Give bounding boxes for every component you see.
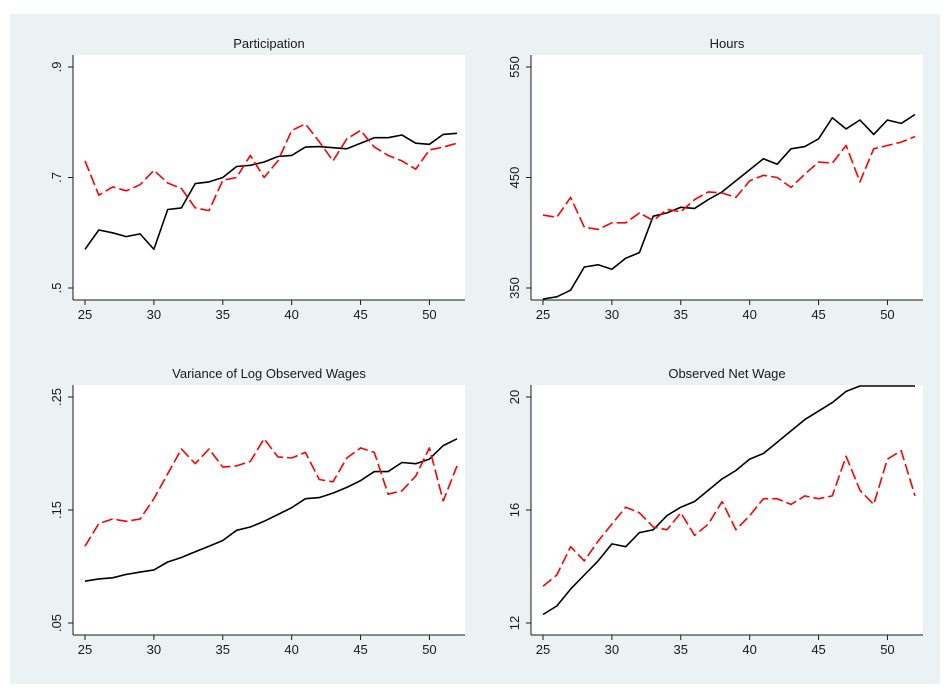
x-tick-label: 45 (811, 642, 825, 657)
y-tick-label: .15 (49, 501, 64, 519)
chart-title: Participation (233, 36, 305, 51)
x-tick-label: 45 (353, 642, 367, 657)
x-tick-label: 35 (216, 642, 230, 657)
x-tick-label: 45 (811, 307, 825, 322)
x-tick-label: 30 (605, 307, 619, 322)
x-tick-label: 40 (742, 307, 756, 322)
x-tick-label: 40 (284, 307, 298, 322)
chart-panel-2: 25 30 35 40 45 50 350 450 550 Hours (507, 36, 923, 322)
x-tick-label: 25 (536, 642, 550, 657)
x-tick-label: 50 (422, 307, 436, 322)
plot-area (531, 55, 923, 300)
x-tick-label: 35 (674, 307, 688, 322)
series-line-dashed (84, 123, 458, 212)
x-tick-label: 30 (605, 642, 619, 657)
y-tick-label: .05 (49, 614, 64, 632)
chart-title: Observed Net Wage (668, 366, 785, 381)
x-tick-label: 40 (284, 642, 298, 657)
x-tick-label: 30 (147, 642, 161, 657)
chart-panel-4: 25 30 35 40 45 50 12 16 20 Observed Net Wage (507, 366, 923, 657)
series-line-solid (542, 385, 915, 616)
x-tick-label: 40 (742, 642, 756, 657)
y-tick-label: 12 (507, 616, 522, 630)
series-line-dashed (542, 449, 916, 587)
chart-panel-1: 25 30 35 40 45 50 .5 .7 .9 Participation (49, 36, 465, 322)
x-tick-label: 35 (216, 307, 230, 322)
x-tick-label: 30 (147, 307, 161, 322)
y-tick-label: 450 (507, 167, 522, 189)
y-tick-label: 550 (507, 56, 522, 78)
plot-area (73, 55, 465, 300)
series-line-solid (84, 132, 458, 251)
y-tick-label: .7 (49, 172, 64, 183)
series-line-dashed (84, 437, 458, 547)
x-tick-label: 45 (353, 307, 367, 322)
x-tick-label: 35 (674, 642, 688, 657)
x-tick-label: 50 (422, 642, 436, 657)
y-tick-label: .9 (49, 62, 64, 73)
chart-title: Hours (710, 36, 745, 51)
y-tick-label: 16 (507, 503, 522, 517)
series-line-solid (542, 113, 916, 300)
plot-area (73, 385, 465, 635)
x-tick-label: 50 (880, 642, 894, 657)
y-tick-label: .5 (49, 283, 64, 294)
x-tick-label: 50 (880, 307, 894, 322)
x-tick-label: 25 (78, 642, 92, 657)
series-line-solid (84, 438, 458, 582)
series-line-dashed (542, 135, 916, 231)
x-tick-label: 25 (78, 307, 92, 322)
x-tick-label: 25 (536, 307, 550, 322)
y-tick-label: .25 (49, 388, 64, 406)
chart-panel-3: 25 30 35 40 45 50 .05 .15 .25 Variance of Log Obs… (49, 366, 465, 657)
y-tick-label: 20 (507, 390, 522, 404)
y-tick-label: 350 (507, 277, 522, 299)
chart-title: Variance of Log Observed Wages (172, 366, 366, 381)
